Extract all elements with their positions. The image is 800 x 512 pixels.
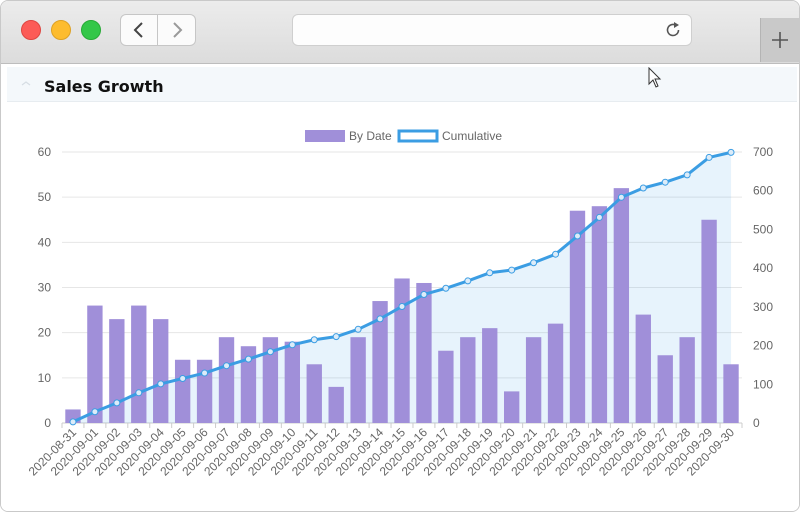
bar-2020-09-29 [701, 219, 717, 423]
bar-2020-09-27 [657, 355, 673, 423]
legend-swatch-by-date [305, 130, 345, 142]
cumulative-point-2020-09-04 [157, 380, 165, 388]
y-left-tick-label: 40 [38, 235, 52, 249]
cumulative-point-2020-09-25 [617, 193, 625, 201]
cumulative-point-2020-09-14 [376, 315, 384, 323]
y-left-tick-label: 0 [44, 416, 51, 430]
panel-title: Sales Growth [44, 77, 164, 96]
cumulative-point-2020-09-02 [113, 399, 121, 407]
y-left-tick-label: 10 [38, 371, 52, 385]
y-left-tick-label: 60 [38, 145, 52, 159]
bar-2020-09-02 [109, 319, 125, 423]
bar-2020-09-06 [196, 359, 213, 423]
bar-2020-09-19 [482, 328, 498, 423]
y-right-tick-label: 0 [753, 416, 760, 430]
address-bar[interactable] [292, 14, 692, 46]
bar-2020-09-15 [394, 278, 410, 423]
legend-label-by-date: By Date [349, 129, 392, 143]
cumulative-point-2020-09-12 [332, 333, 340, 341]
bar-2020-09-18 [460, 337, 476, 423]
bar-2020-09-23 [569, 210, 586, 423]
cumulative-point-2020-09-18 [464, 277, 472, 285]
y-right-tick-label: 100 [753, 377, 773, 391]
cumulative-point-2020-09-28 [683, 171, 691, 179]
forward-button[interactable] [158, 14, 196, 46]
maximize-window-button[interactable] [81, 20, 101, 40]
bar-2020-09-03 [131, 305, 147, 423]
bar-2020-09-26 [635, 314, 651, 423]
bar-2020-09-28 [679, 337, 695, 423]
bar-2020-09-22 [547, 323, 564, 423]
y-right-tick-label: 300 [753, 300, 773, 314]
cumulative-point-2020-09-30 [727, 148, 735, 156]
bar-2020-09-17 [438, 350, 454, 423]
cumulative-point-2020-09-06 [201, 369, 209, 377]
y-right-tick-label: 400 [753, 261, 773, 275]
cumulative-point-2020-09-29 [705, 153, 713, 161]
cumulative-point-2020-09-22 [552, 250, 560, 258]
browser-toolbar [1, 1, 799, 64]
y-right-tick-label: 500 [753, 222, 773, 236]
bar-2020-09-20 [504, 391, 520, 423]
y-left-tick-label: 50 [38, 190, 52, 204]
bar-2020-09-16 [416, 282, 432, 423]
cumulative-point-2020-09-27 [661, 178, 669, 186]
y-left-tick-label: 30 [38, 281, 52, 295]
cumulative-point-2020-09-05 [179, 374, 187, 382]
y-right-tick-label: 700 [753, 145, 773, 159]
bar-2020-09-21 [525, 337, 542, 423]
bar-2020-09-04 [153, 319, 169, 423]
legend-swatch-cumulative [397, 129, 439, 143]
bar-2020-09-05 [174, 359, 191, 423]
cumulative-point-2020-09-16 [420, 290, 428, 298]
reload-icon[interactable] [663, 20, 683, 40]
y-left-tick-label: 20 [38, 326, 52, 340]
mouse-pointer-icon [648, 67, 662, 88]
cumulative-point-2020-09-15 [398, 302, 406, 310]
bar-2020-09-13 [350, 337, 366, 423]
minimize-window-button[interactable] [51, 20, 71, 40]
cumulative-point-2020-09-26 [639, 184, 647, 192]
bar-2020-09-30 [723, 364, 739, 423]
bar-2020-09-12 [328, 386, 344, 423]
cumulative-area [72, 152, 732, 423]
bar-2020-09-08 [240, 346, 257, 423]
cumulative-point-2020-09-07 [223, 362, 231, 370]
cumulative-point-2020-09-24 [595, 213, 603, 221]
panel-header: Sales Growth [7, 67, 797, 102]
chevron-left-icon [133, 22, 143, 38]
cumulative-point-2020-09-13 [354, 325, 362, 333]
collapse-icon[interactable] [21, 79, 31, 87]
chevron-right-icon [172, 22, 182, 38]
cumulative-point-2020-09-08 [244, 355, 252, 363]
cumulative-point-2020-09-10 [288, 341, 296, 349]
cumulative-point-2020-09-19 [486, 269, 494, 277]
bar-2020-09-09 [262, 337, 279, 423]
cumulative-point-2020-09-21 [530, 259, 538, 267]
close-window-button[interactable] [21, 20, 41, 40]
cumulative-point-2020-09-09 [266, 348, 274, 356]
back-button[interactable] [120, 14, 158, 46]
cumulative-point-2020-09-17 [442, 284, 450, 292]
new-tab-button[interactable] [760, 18, 799, 62]
bar-2020-09-14 [372, 301, 388, 423]
bar-2020-09-24 [591, 206, 608, 423]
bar-2020-09-25 [613, 188, 630, 423]
cumulative-point-2020-09-03 [135, 389, 143, 397]
y-right-tick-label: 200 [753, 339, 773, 353]
cumulative-point-2020-09-20 [508, 266, 516, 274]
cumulative-point-2020-08-31 [69, 418, 77, 426]
bar-2020-09-01 [87, 305, 103, 423]
plus-icon [772, 32, 788, 48]
bar-2020-09-11 [306, 364, 322, 423]
bar-2020-09-07 [218, 337, 235, 423]
bar-2020-09-10 [284, 341, 300, 423]
cumulative-point-2020-09-01 [91, 408, 99, 416]
cumulative-point-2020-09-23 [573, 232, 581, 240]
cumulative-point-2020-09-11 [310, 336, 318, 344]
y-right-tick-label: 600 [753, 184, 773, 198]
legend-label-cumulative: Cumulative [442, 129, 502, 143]
